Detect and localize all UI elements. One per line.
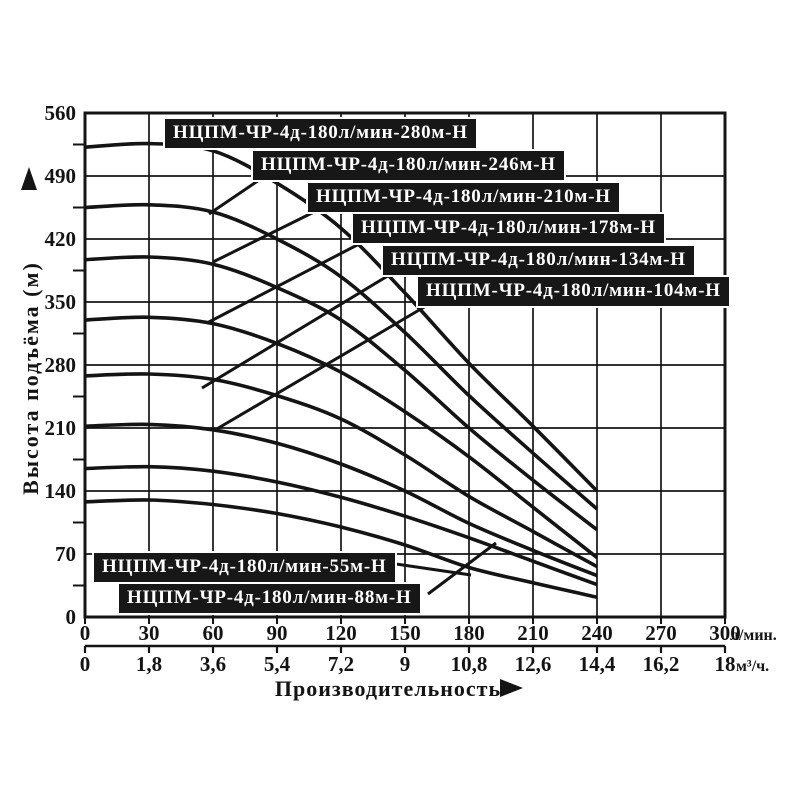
y-tick-label: 490 xyxy=(45,164,77,188)
y-axis-title: Высота подъёма (м) xyxy=(18,261,43,495)
x-tick-label-m3h: 5,4 xyxy=(264,652,291,676)
x-axis-unit-m3h: м³/ч. xyxy=(736,658,769,675)
series-label-88: НЦПМ-ЧР-4д-180л/мин-88м-Н xyxy=(117,582,422,615)
y-tick-label: 210 xyxy=(45,416,77,440)
leader-178 xyxy=(206,241,362,325)
y-tick-label: 420 xyxy=(45,227,77,251)
leader-55 xyxy=(395,562,472,577)
x-tick-label-m3h: 9 xyxy=(400,652,411,676)
leader-246 xyxy=(208,176,263,216)
pump-curve-6 xyxy=(84,464,598,587)
series-label-280: НЦПМ-ЧР-4д-180л/мин-280м-Н xyxy=(163,117,478,150)
y-tick-label: 0 xyxy=(66,605,77,629)
x-tick-label-lmin: 150 xyxy=(389,621,421,645)
x-tick-label-lmin: 120 xyxy=(325,621,357,645)
x-tick-label-m3h: 10,8 xyxy=(451,652,488,676)
x-tick-label-lmin: 30 xyxy=(139,621,160,645)
x-tick-label-m3h: 3,6 xyxy=(200,652,226,676)
x-tick-label-lmin: 240 xyxy=(581,621,613,645)
x-tick-label-lmin: 300 xyxy=(709,621,741,645)
y-tick-label: 280 xyxy=(45,353,77,377)
y-tick-label: 140 xyxy=(45,479,77,503)
series-label-178: НЦПМ-ЧР-4д-180л/мин-178м-Н xyxy=(351,212,666,245)
pump-curve-5 xyxy=(84,422,598,578)
series-label-104: НЦПМ-ЧР-4д-180л/мин-104м-Н xyxy=(416,275,731,308)
x-tick-label-lmin: 180 xyxy=(453,621,485,645)
x-tick-label-m3h: 7,2 xyxy=(328,652,354,676)
x-tick-label-lmin: 0 xyxy=(80,621,91,645)
x-tick-label-m3h: 12,6 xyxy=(515,652,552,676)
x-tick-label-m3h: 18 xyxy=(715,652,736,676)
series-label-55: НЦПМ-ЧР-4д-180л/мин-55м-Н xyxy=(92,551,397,584)
leader-104 xyxy=(214,304,427,432)
x-tick-label-lmin: 270 xyxy=(645,621,677,645)
leader-210 xyxy=(212,209,317,264)
y-tick-label: 350 xyxy=(45,290,77,314)
x-axis-title: Производительность xyxy=(275,676,501,701)
y-tick-label: 560 xyxy=(45,101,77,125)
series-label-246: НЦПМ-ЧР-4д-180л/мин-246м-Н xyxy=(251,149,566,182)
x-tick-label-m3h: 0 xyxy=(80,652,91,676)
x-tick-label-lmin: 210 xyxy=(517,621,549,645)
pump-curve-3 xyxy=(84,315,599,560)
x-tick-label-lmin: 60 xyxy=(203,621,224,645)
pump-curve-2 xyxy=(84,255,599,532)
pump-curve-7 xyxy=(84,498,598,599)
series-label-210: НЦПМ-ЧР-4д-180л/мин-210м-Н xyxy=(306,181,621,214)
pump-curve-1 xyxy=(84,202,599,511)
up-triangle-icon xyxy=(21,167,37,190)
x-axis-unit-lmin: л/мин. xyxy=(730,627,777,644)
pump-curve-4 xyxy=(84,372,598,569)
series-label-134: НЦПМ-ЧР-4д-180л/мин-134м-Н xyxy=(381,244,696,277)
x-tick-label-m3h: 1,8 xyxy=(136,652,162,676)
y-tick-label: 70 xyxy=(55,542,76,566)
leader-134 xyxy=(201,272,392,390)
x-tick-label-m3h: 16,2 xyxy=(643,652,680,676)
leader-88 xyxy=(427,541,497,596)
x-tick-label-m3h: 14,4 xyxy=(579,652,616,676)
right-triangle-icon xyxy=(500,679,523,697)
x-tick-label-lmin: 90 xyxy=(267,621,288,645)
